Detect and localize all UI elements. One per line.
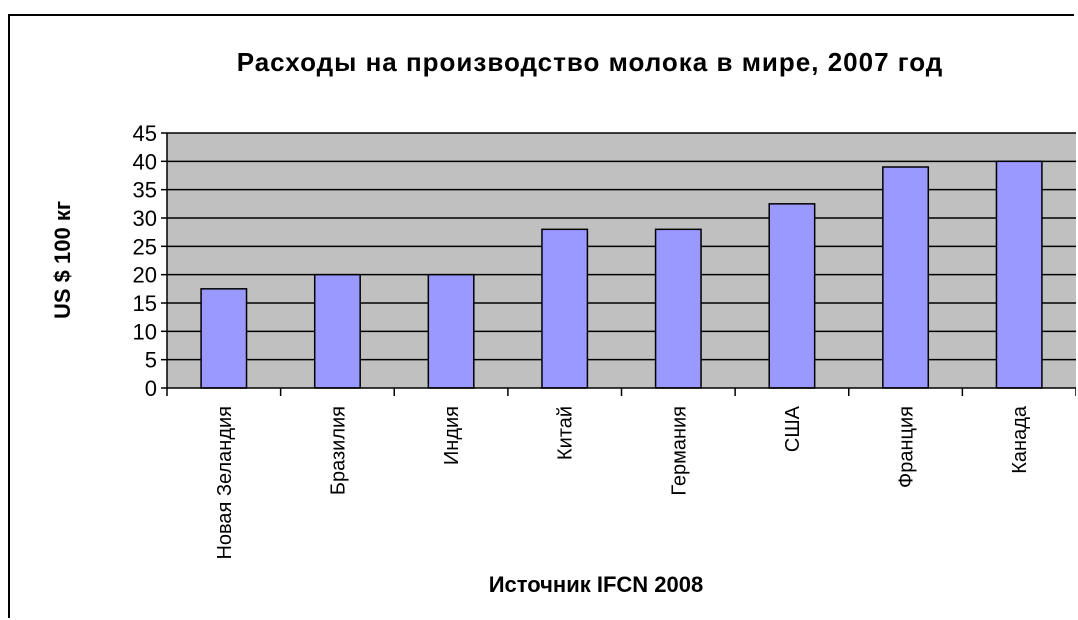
y-tick-label: 40 [133, 149, 157, 174]
y-tick-label: 15 [133, 291, 157, 316]
y-tick-label: 35 [133, 178, 157, 203]
category-label: США [782, 405, 804, 452]
plot-area [167, 133, 1076, 388]
y-tick-label: 20 [133, 263, 157, 288]
category-label: Канада [1009, 405, 1031, 474]
bar [200, 288, 248, 389]
y-axis-title: US $ 100 кг [50, 201, 75, 319]
bar [995, 160, 1043, 389]
y-tick-label: 45 [133, 121, 157, 146]
milk-cost-bar-chart: Расходы на производство молока в мире, 2… [50, 47, 1076, 597]
y-tick-label: 10 [133, 319, 157, 344]
category-label: Китай [555, 406, 577, 460]
bar [313, 273, 361, 389]
y-tick-label: 0 [145, 376, 157, 401]
bar [427, 273, 475, 389]
bar [768, 203, 816, 389]
category-label: Новая Зеландия [214, 406, 236, 560]
chart-title: Расходы на производство молока в мире, 2… [237, 47, 944, 77]
chart-frame: Расходы на производство молока в мире, 2… [8, 14, 1076, 618]
x-axis-title: Источник IFCN 2008 [489, 572, 704, 597]
bar [882, 166, 930, 389]
y-tick-label: 5 [145, 348, 157, 373]
category-label: Германия [668, 406, 690, 496]
category-label: Франция [896, 406, 918, 488]
category-label: Бразилия [327, 406, 349, 495]
y-tick-label: 25 [133, 234, 157, 259]
bar [541, 228, 589, 389]
category-label: Индия [441, 406, 463, 465]
y-tick-label: 30 [133, 206, 157, 231]
bar [654, 228, 702, 389]
